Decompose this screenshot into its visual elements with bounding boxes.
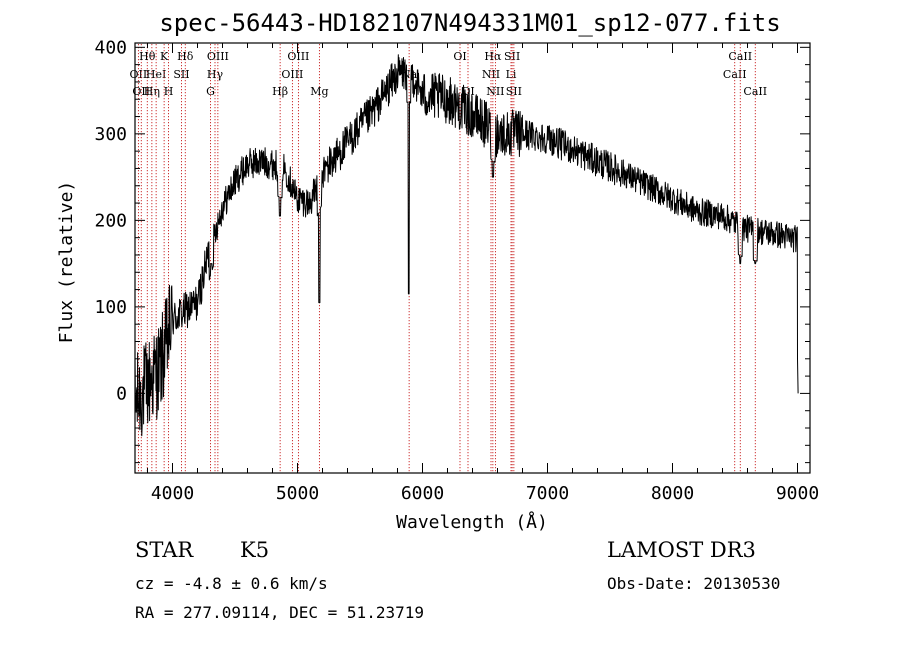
survey-name: LAMOST DR3: [607, 538, 756, 562]
spectral-line-label-8: Hδ: [177, 50, 194, 63]
spectrum-trace: [134, 54, 799, 437]
spectral-line-label-20: Hα: [484, 50, 502, 63]
spectral-line-label-5: K: [160, 50, 169, 63]
spectral-line-label-23: SII: [504, 50, 520, 63]
spectral-line-label-3: Hη: [144, 85, 160, 98]
y-tick-label-0: 0: [116, 383, 127, 404]
spectral-line-label-7: SII: [173, 68, 189, 81]
object-subclass: K5: [240, 538, 270, 562]
redshift-value: cz = -4.8 ± 0.6 km/s: [135, 574, 328, 593]
spectral-line-label-27: CaII: [743, 85, 767, 98]
spectral-line-label-21: NII: [486, 85, 504, 98]
y-axis-label: Flux (relative): [56, 181, 77, 344]
x-tick-label-4: 8000: [651, 483, 694, 504]
spectral-line-label-13: OIII: [281, 68, 303, 81]
spectral-line-label-19: NII: [482, 68, 500, 81]
y-tick-label-2: 200: [94, 210, 127, 231]
spectral-line-label-9: G: [206, 85, 215, 98]
spectral-line-label-26: CaII: [728, 50, 752, 63]
spectral-line-label-17: OI: [453, 50, 466, 63]
x-tick-label-0: 4000: [151, 483, 194, 504]
x-tick-label-3: 7000: [526, 483, 569, 504]
x-tick-label-5: 9000: [776, 483, 819, 504]
spectral-line-label-0: OII: [130, 68, 148, 81]
spectral-line-label-11: OIII: [207, 50, 229, 63]
spectral-line-label-6: H: [164, 85, 174, 98]
object-class: STAR: [135, 538, 194, 562]
spectral-line-label-1: OII: [132, 85, 150, 98]
spectral-line-label-2: Hθ: [139, 50, 156, 63]
y-axis-ticks: 0 100 200 300 400: [94, 37, 810, 464]
x-tick-label-2: 6000: [401, 483, 444, 504]
spectral-line-label-24: SII: [506, 85, 522, 98]
spectral-line-label-14: OIII: [287, 50, 309, 63]
spectral-line-label-25: CaII: [723, 68, 747, 81]
y-tick-label-1: 100: [94, 297, 127, 318]
obs-date: Obs-Date: 20130530: [607, 574, 781, 593]
x-axis-label: Wavelength (Å): [396, 511, 548, 533]
spectrum-line: [134, 54, 799, 437]
spectral-line-label-4: HeI: [146, 68, 166, 81]
spectral-line-markers: OII OII Hθ Hη HeI K H SII Hδ G Hγ OIII Hβ OIII OIII Mg N…: [130, 44, 767, 472]
y-tick-label-3: 300: [94, 124, 127, 145]
spectral-line-label-15: Mg: [310, 85, 328, 98]
chart-title: spec-56443-HD182107N494331M01_sp12-077.f…: [159, 9, 780, 37]
coordinates: RA = 277.09114, DEC = 51.23719: [135, 603, 424, 622]
spectral-line-label-22: Li: [506, 68, 517, 81]
x-axis-ticks: 4000 5000 6000 7000 8000 9000: [147, 43, 819, 504]
x-tick-label-1: 5000: [276, 483, 319, 504]
spectral-line-label-10: Hγ: [207, 68, 224, 81]
y-tick-label-4: 400: [94, 37, 127, 58]
spectral-line-label-12: Hβ: [272, 85, 288, 98]
